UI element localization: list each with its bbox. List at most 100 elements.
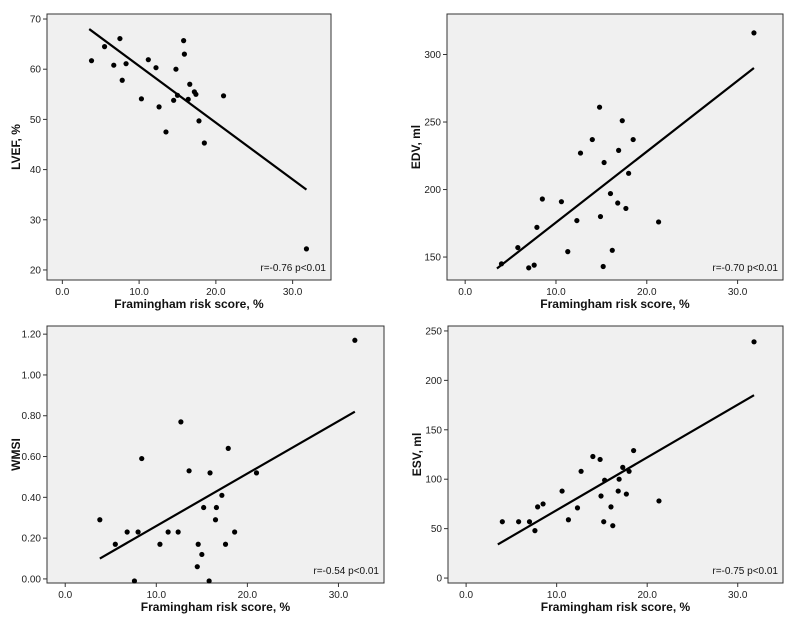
data-point: [117, 35, 123, 42]
x-tick-label: 0.0: [55, 287, 69, 298]
x-tick-label: 10.0: [147, 590, 167, 601]
data-point: [620, 464, 626, 470]
data-point: [206, 578, 212, 584]
data-point: [232, 529, 238, 535]
y-axis-label: WMSI: [9, 438, 23, 471]
y-tick-label: 20: [30, 265, 42, 276]
data-point: [600, 263, 606, 270]
data-point: [145, 57, 151, 63]
data-point: [574, 505, 581, 511]
y-tick-label: 200: [425, 376, 442, 387]
data-point: [199, 551, 205, 558]
data-point: [97, 517, 103, 523]
data-point: [619, 118, 625, 124]
data-point: [616, 147, 622, 153]
plot-area: [46, 325, 385, 584]
x-axis-label: Framingham risk score, %: [141, 600, 291, 614]
data-point: [535, 504, 541, 510]
data-point: [498, 261, 505, 267]
correlation-annotation: r=-0.70 p<0.01: [712, 263, 778, 274]
data-point: [213, 504, 220, 511]
data-point: [610, 523, 616, 529]
data-point: [193, 91, 199, 97]
data-point: [119, 77, 125, 83]
data-point: [124, 529, 130, 535]
y-tick-label: 300: [424, 50, 441, 61]
data-point: [253, 470, 260, 476]
data-point: [574, 217, 580, 224]
y-axis-label: EDV, ml: [409, 125, 423, 169]
data-point: [515, 244, 521, 251]
data-point: [558, 199, 565, 205]
data-point: [194, 564, 200, 570]
data-point: [222, 541, 229, 547]
data-point: [751, 339, 757, 345]
data-point: [135, 529, 141, 535]
data-point: [187, 81, 193, 87]
fit-line: [497, 394, 755, 546]
data-point: [534, 224, 540, 230]
data-point: [623, 491, 629, 497]
data-point: [526, 519, 533, 525]
y-tick-label: 50: [30, 115, 42, 126]
y-tick-label: 0.80: [22, 411, 42, 422]
data-point: [181, 51, 187, 57]
chart-panel-3: 0.0 10.0 20.0 30.0 0.00 0.20 0.40 0.60 0.80 1.00 1…: [9, 325, 385, 614]
x-tick-label: 0.0: [58, 590, 72, 601]
y-tick-label: 150: [424, 253, 441, 264]
data-point: [174, 92, 181, 98]
fit-line: [496, 67, 755, 270]
data-point: [157, 541, 163, 547]
data-point: [626, 170, 632, 176]
data-point: [212, 517, 219, 523]
x-tick-label: 0.0: [459, 590, 473, 601]
data-point: [596, 104, 603, 110]
data-point: [601, 519, 607, 525]
x-tick-label: 10.0: [129, 287, 149, 298]
x-tick-label: 20.0: [238, 590, 258, 601]
x-tick-label: 20.0: [637, 287, 657, 298]
data-point: [112, 541, 118, 547]
y-tick-label: 0.40: [22, 493, 42, 504]
data-point: [615, 488, 621, 494]
y-tick-label: 1.20: [22, 330, 42, 341]
data-point: [225, 445, 231, 451]
y-tick-label: 60: [30, 65, 42, 76]
data-point: [178, 419, 184, 425]
y-tick-label: 100: [425, 475, 442, 486]
data-point: [196, 118, 202, 124]
chart-panel-2: 0.0 10.0 20.0 30.0 150 200 250 300 Framingham ri…: [409, 13, 784, 311]
data-point: [598, 493, 604, 499]
data-point: [623, 205, 629, 212]
x-axis-label: Framingham risk score, %: [541, 600, 691, 614]
data-point: [615, 200, 621, 206]
data-point: [539, 196, 545, 202]
x-tick-label: 20.0: [637, 590, 657, 601]
data-point: [139, 455, 145, 462]
correlation-annotation: r=-0.75 p<0.01: [712, 566, 778, 577]
y-tick-label: 50: [431, 524, 443, 535]
data-point: [195, 541, 201, 547]
data-point: [531, 262, 537, 268]
data-point: [165, 529, 171, 535]
data-point: [526, 265, 532, 271]
data-point: [559, 488, 565, 494]
data-point: [88, 58, 95, 64]
data-point: [565, 249, 571, 255]
y-tick-label: 150: [425, 425, 442, 436]
data-point: [602, 477, 608, 483]
y-tick-label: 40: [30, 165, 42, 176]
data-point: [499, 519, 505, 525]
data-point: [590, 453, 596, 460]
data-point: [516, 519, 522, 525]
y-tick-label: 250: [425, 326, 442, 337]
x-tick-label: 20.0: [206, 287, 226, 298]
data-point: [589, 136, 595, 143]
fit-line: [88, 28, 308, 191]
y-tick-label: 200: [424, 185, 441, 196]
data-point: [626, 468, 632, 474]
data-point: [609, 247, 615, 253]
y-tick-label: 30: [30, 215, 42, 226]
y-tick-label: 0.20: [22, 534, 42, 545]
x-tick-label: 30.0: [329, 590, 349, 601]
